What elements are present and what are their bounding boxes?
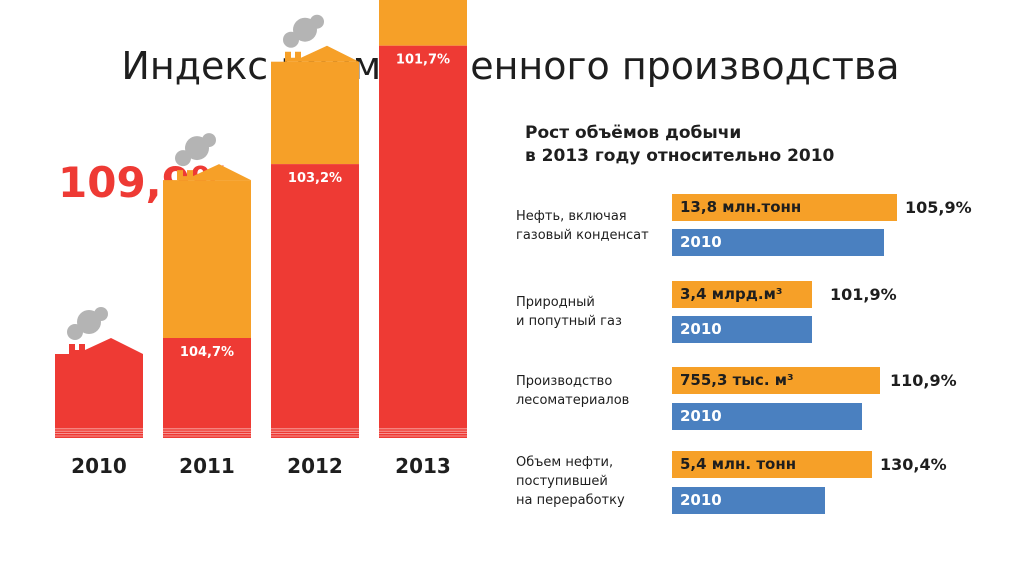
right-chart-title: Рост объёмов добычи в 2013 году относите…: [525, 122, 834, 168]
category-label-line: Природный: [516, 295, 595, 310]
category-label-line: Нефть, включая: [516, 209, 627, 224]
bar-value-label: 101,7%: [396, 53, 450, 68]
x-tick-label: 2010: [71, 454, 127, 478]
bar-2010-gas: 2010: [672, 316, 812, 343]
category-label-gas: Природный и попутный газ: [516, 293, 676, 331]
category-label-line: газовый конденсат: [516, 228, 649, 243]
bar-base-label: 2010: [680, 320, 722, 338]
smoke-puff: [202, 133, 216, 148]
bar-value-label: 103,2%: [288, 171, 342, 186]
right-chart-title-line2: в 2013 году относительно 2010: [525, 146, 835, 166]
bar-value-label: 104,7%: [180, 345, 234, 360]
bar-base-segment: [379, 45, 467, 438]
bar-2013-oil: 13,8 млн.тонн: [672, 194, 897, 221]
x-tick-label: 2011: [179, 454, 235, 478]
bar-growth-segment: [271, 61, 359, 165]
x-tick-label: 2013: [395, 454, 451, 478]
factory-roof: [55, 338, 143, 354]
bar-2013-timber: 755,3 тыс. м³: [672, 367, 880, 394]
bar-base-label: 2010: [680, 233, 722, 251]
smoke-puff: [175, 150, 191, 167]
bar-2010-refining: 2010: [672, 487, 825, 514]
bar-2010-oil: 2010: [672, 229, 884, 256]
bar-base-segment: [55, 354, 143, 438]
bar-value-label: 13,8 млн.тонн: [680, 198, 802, 216]
percent-label-oil: 105,9%: [905, 198, 972, 217]
bar-base-segment: [271, 164, 359, 438]
smoke-puff: [283, 31, 299, 48]
smoke-puff: [67, 324, 83, 340]
category-label-oil: Нефть, включая газовый конденсат: [516, 207, 676, 245]
bar-value-label: 5,4 млн. тонн: [680, 455, 797, 473]
bar-base-label: 2010: [680, 407, 722, 425]
category-label-line: поступившей: [516, 474, 608, 489]
percent-label-refining: 130,4%: [880, 455, 947, 474]
factory-roof: [271, 45, 359, 62]
category-label-line: лесоматериалов: [516, 393, 630, 408]
bar-value-label: 3,4 млрд.м³: [680, 285, 783, 303]
bar-2013-refining: 5,4 млн. тонн: [672, 451, 872, 478]
x-tick-label: 2012: [287, 454, 343, 478]
smoke-puff: [94, 307, 108, 321]
right-chart-title-line1: Рост объёмов добычи: [525, 123, 742, 143]
category-label-timber: Производство лесоматериалов: [516, 372, 676, 410]
bar-growth-segment: [163, 180, 251, 338]
percent-label-timber: 110,9%: [890, 371, 957, 390]
percent-label-gas: 101,9%: [830, 285, 897, 304]
category-label-refining: Объем нефти, поступившей на переработку: [516, 453, 676, 510]
category-label-line: Производство: [516, 374, 613, 389]
bar-value-label: 755,3 тыс. м³: [680, 371, 794, 389]
bar-base-label: 2010: [680, 491, 722, 509]
category-label-line: и попутный газ: [516, 314, 622, 329]
bar-2013-gas: 3,4 млрд.м³: [672, 281, 812, 308]
page-title: Индекс промышленного производства: [121, 44, 900, 88]
category-label-line: на переработку: [516, 493, 625, 508]
bar-growth-segment: [379, 0, 467, 46]
bar-2010-timber: 2010: [672, 403, 862, 430]
factory-roof: [163, 164, 251, 181]
bar-base-segment: [163, 338, 251, 438]
factory-bar-chart: 2010 104,7% 2011 103,2% 2012 101,7% 2013: [55, 0, 467, 478]
smoke-puff: [310, 14, 324, 29]
category-label-line: Объем нефти,: [516, 455, 614, 470]
